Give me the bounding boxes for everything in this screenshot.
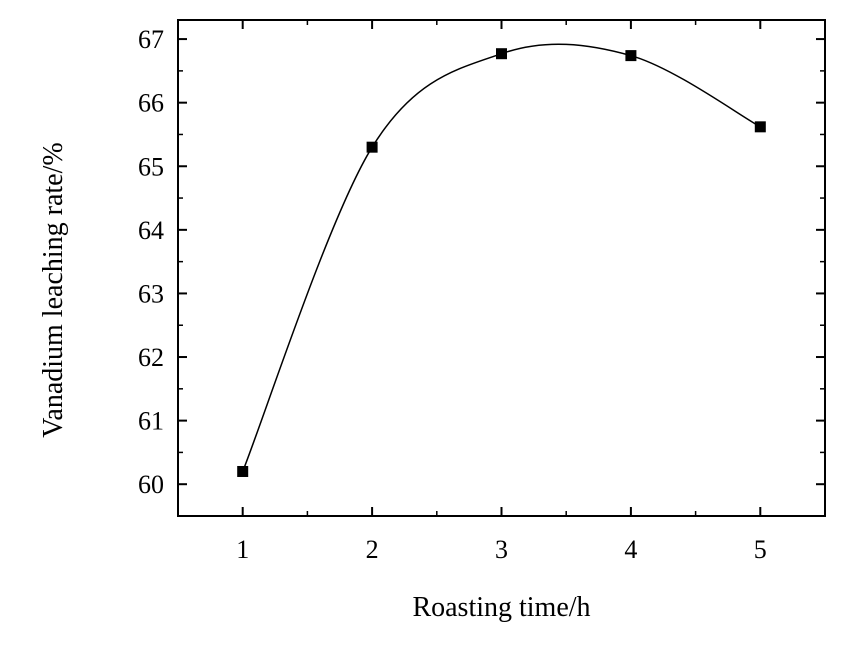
data-point-3 bbox=[496, 48, 507, 60]
y-tick-label-62: 62 bbox=[138, 343, 164, 372]
y-tick-label-67: 67 bbox=[138, 25, 164, 54]
y-axis-ticks bbox=[178, 38, 825, 517]
y-axis-tick-labels: 60 61 62 63 64 65 66 67 bbox=[138, 25, 164, 499]
series-line bbox=[242, 43, 761, 472]
y-tick-label-63: 63 bbox=[138, 279, 164, 308]
data-point-2 bbox=[366, 141, 378, 153]
x-tick-label-3: 3 bbox=[495, 535, 508, 564]
x-tick-label-1: 1 bbox=[236, 535, 249, 564]
data-point-5 bbox=[754, 121, 766, 133]
y-tick-label-65: 65 bbox=[138, 152, 164, 181]
x-axis-tick-labels: 1 2 3 4 5 bbox=[236, 535, 767, 564]
y-tick-label-61: 61 bbox=[138, 407, 164, 436]
x-tick-label-4: 4 bbox=[624, 535, 637, 564]
y-tick-label-66: 66 bbox=[138, 89, 164, 118]
plot-frame bbox=[177, 19, 826, 517]
y-axis-title: Vanadium leaching rate/% bbox=[38, 142, 69, 437]
x-tick-label-2: 2 bbox=[366, 535, 379, 564]
data-point-1 bbox=[237, 465, 249, 477]
x-axis-title: Roasting time/h bbox=[412, 592, 590, 623]
data-markers bbox=[237, 48, 766, 477]
x-tick-label-5: 5 bbox=[754, 535, 767, 564]
y-tick-label-64: 64 bbox=[138, 216, 164, 245]
y-tick-label-60: 60 bbox=[138, 470, 164, 499]
data-point-4 bbox=[625, 50, 637, 62]
x-axis-ticks bbox=[177, 20, 826, 516]
